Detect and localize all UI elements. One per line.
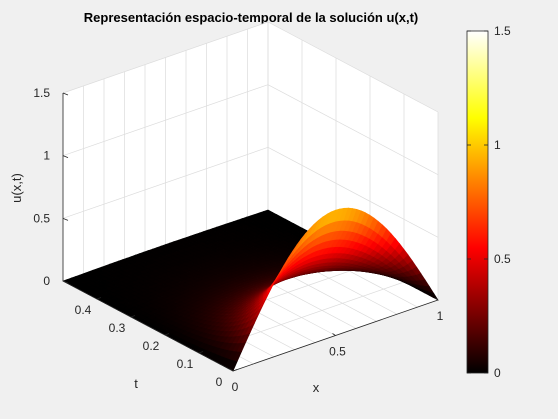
t-tick-label: 0.1 — [177, 357, 194, 371]
colorbar-tick-label: 0.5 — [494, 252, 511, 266]
x-axis-label: x — [313, 380, 320, 395]
t-tick-label: 0 — [216, 375, 223, 389]
surface-mesh — [62, 207, 439, 372]
colorbar-tick-label: 0 — [494, 366, 501, 380]
t-tick-label: 0.4 — [75, 303, 92, 317]
x-tick-label: 0.5 — [329, 345, 346, 359]
x-tick-label: 1 — [437, 309, 444, 323]
colorbar-gradient — [466, 30, 489, 374]
z-tick-label: 0.5 — [33, 211, 50, 225]
colorbar: 0 0.5 1 1.5 — [466, 24, 511, 380]
x-axis-ticks: 00.51 — [229, 297, 444, 394]
z-axis-ticks: 0 0.5 1 1.5 — [33, 86, 69, 288]
x-tick-label: 0 — [232, 380, 239, 394]
z-axis-label: u(x,t) — [9, 173, 24, 203]
z-tick-label: 1 — [43, 149, 50, 163]
t-axis-label: t — [134, 376, 138, 391]
t-tick-label: 0.2 — [143, 339, 160, 353]
t-tick-label: 0.3 — [109, 321, 126, 335]
colorbar-tick-label: 1 — [494, 138, 501, 152]
t-axis-ticks: 0 0.1 0.2 0.3 0.4 — [75, 297, 238, 389]
colorbar-tick-label: 1.5 — [494, 24, 511, 38]
z-tick-label: 1.5 — [33, 86, 50, 100]
chart-title: Representación espacio-temporal de la so… — [84, 10, 418, 25]
z-tick-label: 0 — [43, 274, 50, 288]
colorbar-ticks: 0 0.5 1 1.5 — [467, 24, 511, 380]
